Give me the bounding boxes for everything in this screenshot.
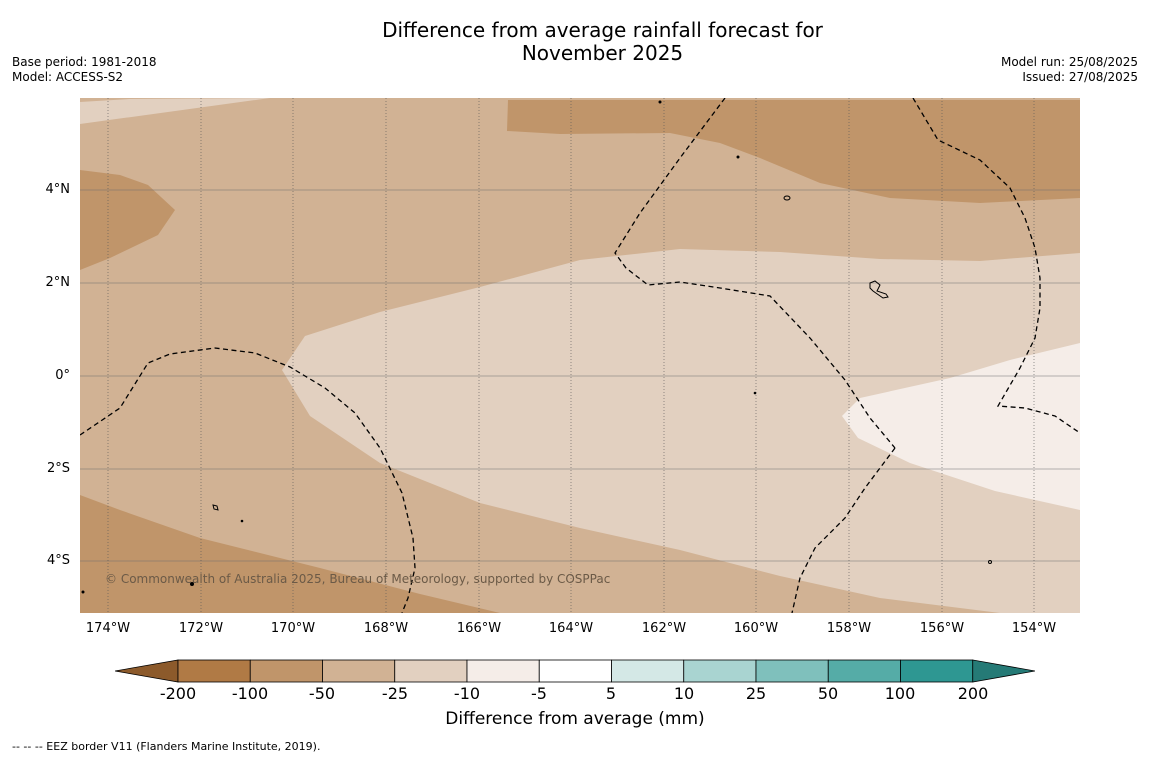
zone-near-normal — [842, 343, 1080, 510]
graticule — [80, 189, 1080, 562]
eez-border-east — [912, 98, 1080, 434]
colorbar — [114, 658, 1036, 684]
colorbar-bin-9 — [755, 659, 829, 683]
eez-footnote: -- -- -- EEZ border V11 (Flanders Marine… — [12, 740, 321, 753]
colorbar-bin-10 — [827, 659, 901, 683]
lat-label-0: 0° — [55, 368, 70, 383]
zone-slightly-drier — [282, 249, 1080, 613]
eez-borders — [80, 98, 1080, 613]
lon-label-158w: 158°W — [826, 621, 872, 636]
colorbar-tick-1: -200 — [159, 684, 197, 703]
lon-label-160w: 160°W — [733, 621, 779, 636]
colorbar-title: Difference from average (mm) — [445, 709, 705, 729]
colorbar-bin-7 — [611, 659, 685, 683]
island-baker — [783, 195, 791, 201]
lon-label-172w: 172°W — [178, 621, 224, 636]
colorbar-arrow-left — [114, 659, 179, 683]
island-tiny-n2 — [736, 155, 740, 159]
lon-label-170w: 170°W — [270, 621, 316, 636]
lat-label-4n: 4°N — [45, 182, 71, 197]
meta-left: Base period: 1981-2018 Model: ACCESS-S2 — [12, 55, 157, 85]
zone-slightly-drier-nw — [80, 98, 270, 124]
colorbar-tick-2: -100 — [231, 684, 269, 703]
colorbar-svg — [114, 659, 1036, 683]
colorbar-tick-12: 200 — [957, 684, 989, 703]
chart-title: Difference from average rainfall forecas… — [300, 19, 905, 65]
colorbar-tick-11: 100 — [884, 684, 916, 703]
eez-border-west — [80, 347, 416, 613]
lat-label-4s: 4°S — [46, 553, 70, 568]
rainfall-map: © Commonwealth of Australia 2025, Bureau… — [80, 98, 1080, 613]
colorbar-tick-8: 10 — [673, 684, 695, 703]
colorbar-tick-4: -25 — [381, 684, 409, 703]
lon-label-154w: 154°W — [1011, 621, 1057, 636]
colorbar-bin-8 — [683, 659, 757, 683]
island-tiny-s — [240, 519, 244, 523]
colorbar-bin-11 — [900, 659, 974, 683]
lon-label-156w: 156°W — [919, 621, 965, 636]
colorbar-arrow-right — [972, 659, 1036, 683]
model-text: Model: ACCESS-S2 — [12, 70, 124, 84]
colorbar-bin-1 — [177, 659, 251, 683]
lon-label-174w: 174°W — [85, 621, 131, 636]
island-kiritimati — [869, 280, 889, 299]
island-tiny-n1 — [658, 100, 662, 104]
lat-label-2n: 2°N — [45, 275, 71, 290]
issued-text: Issued: 27/08/2025 — [1022, 70, 1138, 84]
meta-right: Model run: 25/08/2025 Issued: 27/08/2025 — [1001, 55, 1138, 85]
colorbar-tick-7: 5 — [605, 684, 617, 703]
copyright-notice: © Commonwealth of Australia 2025, Bureau… — [105, 572, 611, 586]
island-tiny-mid — [753, 391, 757, 395]
colorbar-tick-3: -50 — [308, 684, 336, 703]
base-period-text: Base period: 1981-2018 — [12, 55, 157, 69]
lon-label-162w: 162°W — [641, 621, 687, 636]
lat-label-2s: 2°S — [46, 461, 70, 476]
eez-border-north-central — [614, 98, 896, 449]
zone-drier-strong-top — [507, 100, 1080, 203]
meridians — [107, 98, 1035, 613]
island-tiny-sw — [81, 590, 85, 594]
island-small-sw — [190, 582, 194, 586]
island-tiny-se — [988, 560, 992, 564]
lon-label-164w: 164°W — [548, 621, 594, 636]
map-svg — [80, 98, 1080, 613]
lon-label-166w: 166°W — [456, 621, 502, 636]
colorbar-bin-4 — [394, 659, 468, 683]
colorbar-bin-3 — [322, 659, 396, 683]
islands — [81, 100, 992, 594]
colorbar-bin-5 — [466, 659, 540, 683]
colorbar-tick-9: 25 — [745, 684, 767, 703]
colorbar-bin-2 — [249, 659, 323, 683]
colorbar-bin-6 — [538, 659, 612, 683]
island-nikumaroro — [212, 504, 219, 511]
model-run-text: Model run: 25/08/2025 — [1000, 55, 1138, 69]
title-line-1: Difference from average rainfall forecas… — [382, 18, 823, 42]
zone-drier-strong-south — [80, 495, 500, 613]
zone-drier-strong-west — [80, 170, 175, 270]
colorbar-tick-6: -5 — [531, 684, 547, 703]
title-line-2: November 2025 — [521, 41, 684, 65]
lon-label-168w: 168°W — [363, 621, 409, 636]
colorbar-tick-5: -10 — [453, 684, 481, 703]
colorbar-tick-10: 50 — [817, 684, 839, 703]
